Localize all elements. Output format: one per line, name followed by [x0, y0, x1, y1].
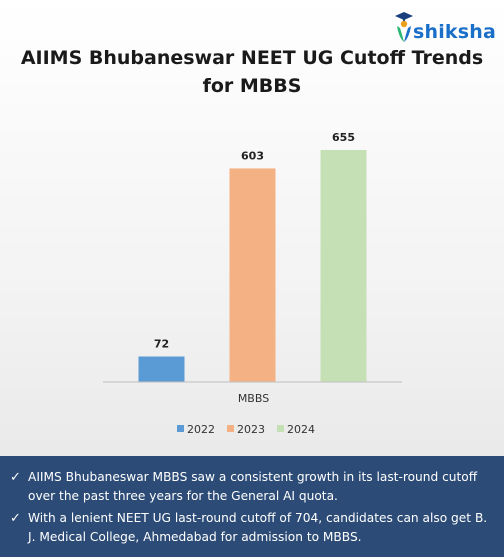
- checkmark-icon: ✓: [10, 470, 21, 485]
- legend-label-2022: 2022: [187, 423, 215, 436]
- note-item: ✓ AIIMS Bhubaneswar MBBS saw a consisten…: [10, 468, 496, 506]
- legend-label-2023: 2023: [237, 423, 265, 436]
- x-tick-label: MBBS: [238, 392, 269, 405]
- note-text: AIIMS Bhubaneswar MBBS saw a consistent …: [28, 470, 478, 503]
- bar-2023: [229, 168, 276, 382]
- notes-panel: ✓ AIIMS Bhubaneswar MBBS saw a consisten…: [0, 456, 504, 557]
- note-item: ✓ With a lenient NEET UG last-round cuto…: [10, 509, 496, 547]
- legend-label-2024: 2024: [287, 423, 315, 436]
- legend-swatch-2024: [277, 425, 284, 432]
- bar-2022: [138, 356, 185, 382]
- legend-swatch-2023: [227, 425, 234, 432]
- shiksha-logo-icon: [394, 12, 413, 42]
- data-label-2023: 603: [241, 149, 264, 162]
- checkmark-icon: ✓: [10, 511, 21, 526]
- note-text: With a lenient NEET UG last-round cutoff…: [28, 511, 488, 544]
- data-label-2022: 72: [154, 338, 169, 351]
- chart-title: AIIMS Bhubaneswar NEET UG Cutoff Trends …: [20, 47, 484, 97]
- bar-chart: 72 603 655 MBBS 2022 2023 2024: [103, 131, 402, 436]
- legend-swatch-2022: [177, 425, 184, 432]
- bar-2024: [320, 150, 367, 382]
- brand-name: shiksha: [412, 21, 496, 43]
- data-label-2024: 655: [332, 131, 355, 144]
- shiksha-logo: shiksha: [393, 10, 496, 44]
